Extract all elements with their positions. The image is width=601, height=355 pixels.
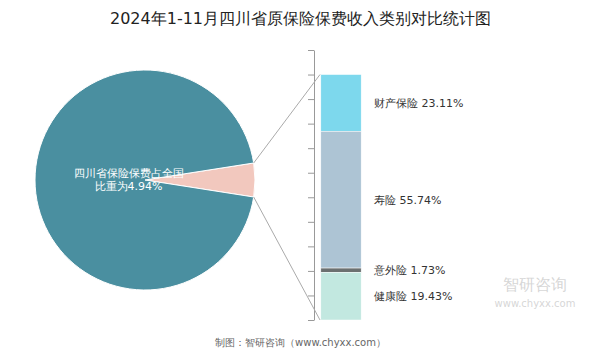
tick bbox=[308, 50, 314, 51]
data-labels: 财产保险 23.11% 寿险 55.74% 意外险 1.73% 健康险 19.43% bbox=[373, 97, 463, 303]
tick bbox=[308, 271, 314, 272]
tick-mark bbox=[308, 99, 314, 100]
tick-mark bbox=[308, 197, 314, 198]
data-label: 意外险 1.73% bbox=[373, 264, 445, 277]
title: 2024年1-11月四川省原保险保费收入类别对比统计图 bbox=[110, 9, 491, 28]
center-label: 四川省保险保费占全国比重为4.94% bbox=[74, 167, 184, 193]
tick bbox=[308, 320, 314, 321]
center-label-line: 四川省保险保费占全国 bbox=[74, 167, 184, 180]
watermark: 智研咨询 bbox=[503, 275, 567, 294]
tick-mark bbox=[308, 295, 314, 296]
tick bbox=[308, 99, 314, 100]
tick-mark bbox=[308, 222, 314, 223]
tick bbox=[308, 222, 314, 223]
y-axis bbox=[308, 51, 315, 321]
chart: 2024年1-11月四川省原保险保费收入类别对比统计图四川省保险保费占全国比重为… bbox=[0, 0, 601, 355]
watermark: www.chyxx.com bbox=[495, 298, 576, 309]
center-label-line: 比重为4.94% bbox=[95, 180, 163, 193]
connector bbox=[254, 75, 320, 163]
bars bbox=[321, 75, 361, 320]
data-label: 财产保险 23.11% bbox=[374, 97, 463, 110]
bar-segment bbox=[321, 75, 361, 132]
tick-mark bbox=[308, 271, 314, 272]
tick bbox=[308, 197, 314, 198]
data-label: 健康险 19.43% bbox=[374, 290, 452, 303]
connector bbox=[254, 197, 320, 320]
bar-segment bbox=[321, 272, 361, 320]
tick bbox=[308, 246, 314, 247]
tick-mark bbox=[308, 173, 314, 174]
tick-mark bbox=[308, 246, 314, 247]
tick-mark bbox=[308, 320, 314, 321]
axis-line bbox=[314, 51, 315, 321]
tick-mark bbox=[308, 75, 314, 76]
bar-segment bbox=[321, 131, 361, 268]
tick-mark bbox=[308, 148, 314, 149]
pie-slice bbox=[35, 70, 254, 290]
tick bbox=[308, 173, 314, 174]
bar-segment bbox=[321, 268, 361, 272]
data-label: 寿险 55.74% bbox=[374, 194, 441, 207]
pie: 四川省保险保费占全国比重为4.94% bbox=[35, 70, 255, 290]
tick bbox=[308, 124, 314, 125]
tick bbox=[308, 148, 314, 149]
tick bbox=[308, 295, 314, 296]
tick-mark bbox=[308, 50, 314, 51]
tick bbox=[308, 75, 314, 76]
tick-mark bbox=[308, 124, 314, 125]
connectors bbox=[254, 75, 320, 320]
footer: 制图：智研咨询（www.chyxx.com） bbox=[215, 337, 386, 348]
